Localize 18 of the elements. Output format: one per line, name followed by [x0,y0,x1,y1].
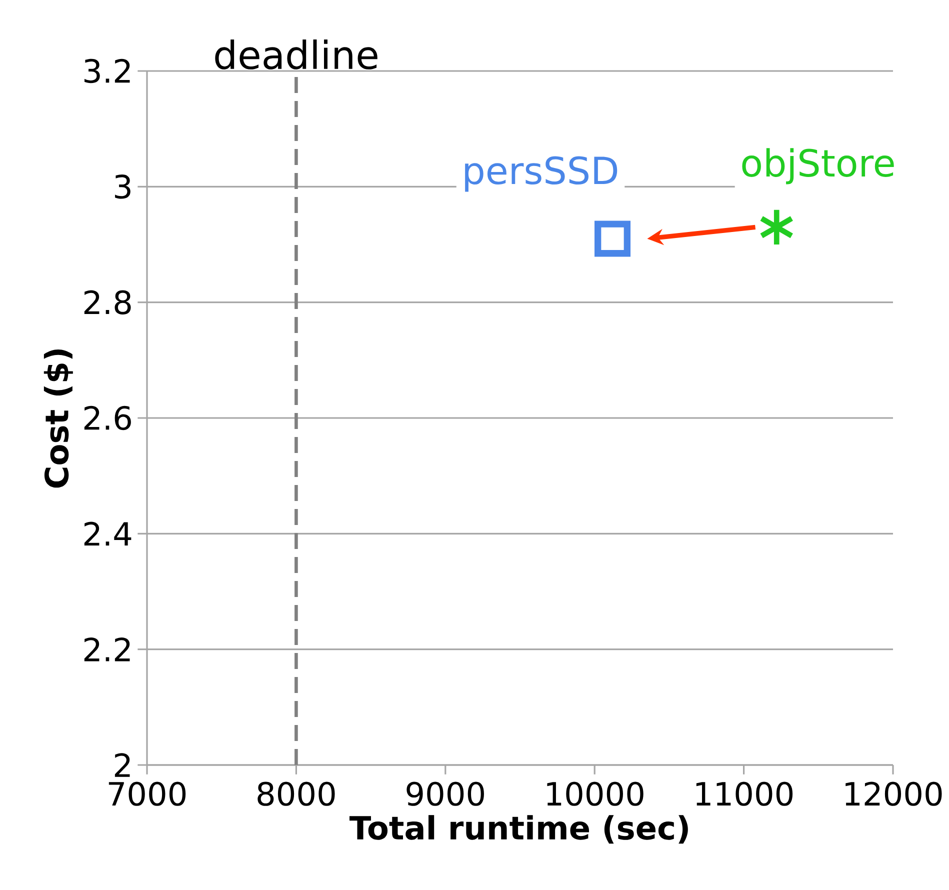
y-tick-label: 2.6 [84,406,131,430]
series-label: objStore [742,148,894,184]
y-tick-label: 3.2 [84,58,130,84]
y-tick-label: 2.2 [84,637,130,662]
x-tick-label: 12000 [846,782,942,806]
x-tick-label: 7000 [108,782,186,806]
y-tick-label: 3 [115,174,130,199]
ref-line-label: deadline [215,39,378,70]
x-tick-label: 8000 [258,782,335,806]
x-tick-label: 11000 [696,782,793,806]
y-tick-label: 2.8 [84,290,131,314]
x-tick-label: 10000 [547,782,644,806]
x-axis-title: Total runtime (sec) [349,815,688,844]
y-tick-label: 2.4 [84,522,132,546]
x-tick-label: 9000 [406,782,484,806]
y-tick-label: 2 [114,753,130,777]
y-axis-title: Cost ($) [44,350,73,488]
series-label: persSSD [465,156,618,192]
